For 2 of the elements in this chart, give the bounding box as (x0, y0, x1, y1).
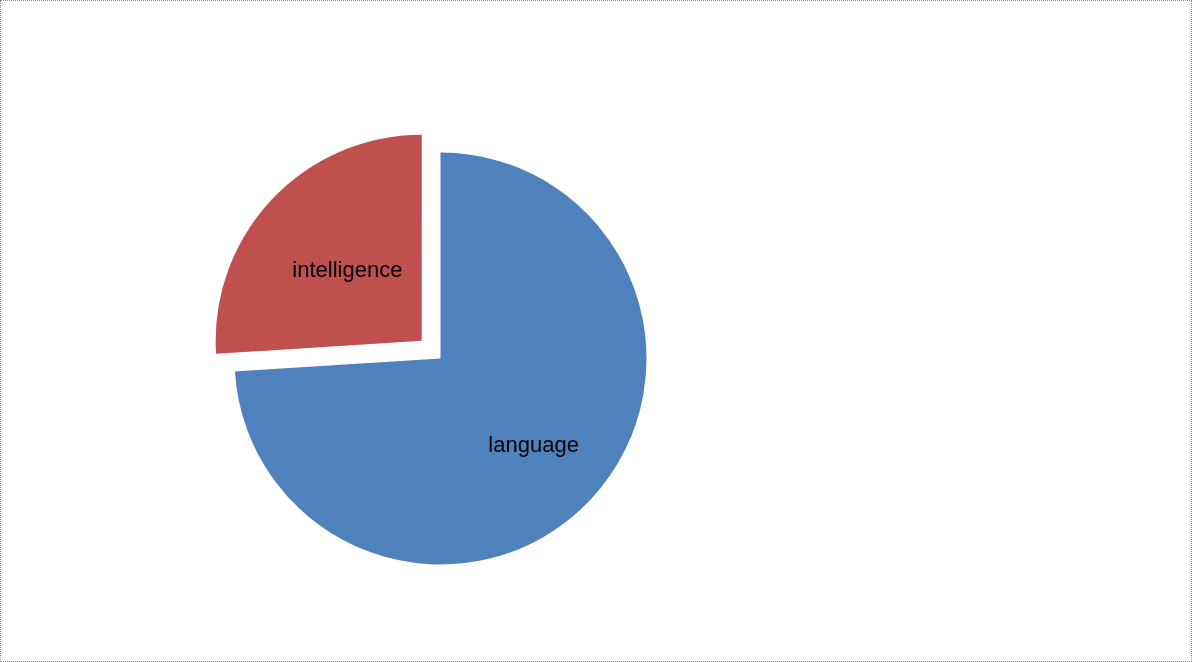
slice-label: language (488, 431, 579, 457)
slice-label: intelligence (292, 257, 403, 283)
